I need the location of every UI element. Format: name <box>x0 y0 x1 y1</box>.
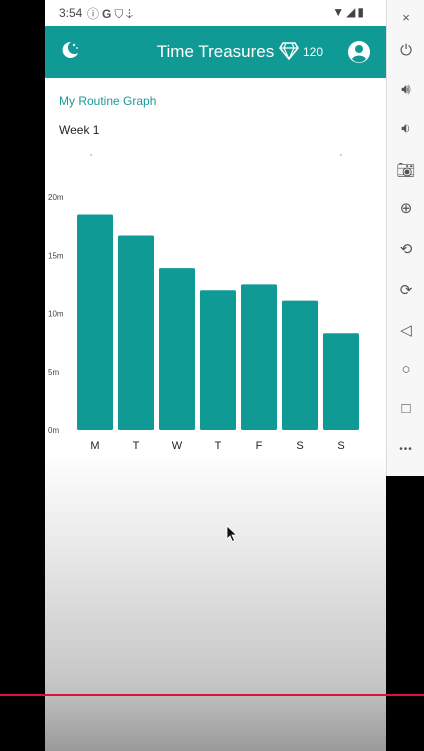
app-bar: Time Treasures 120 <box>45 26 386 78</box>
y-tick-label: 20m <box>48 193 64 202</box>
status-right-icons: ▼◢▮ <box>332 5 366 19</box>
diamond-icon[interactable] <box>279 42 299 65</box>
routine-bar-chart: 0m 5m 10m 15m 20m M T W T F S S <box>48 193 359 452</box>
zoom-icon[interactable]: ⊕ <box>399 200 413 217</box>
rotate-left-icon[interactable]: ⟲ <box>399 241 413 258</box>
back-icon[interactable]: ◁ <box>400 322 412 339</box>
y-tick-label: 0m <box>48 426 59 435</box>
battery-icon: ▮ <box>357 5 366 19</box>
status-bar: 3:54 ⓘG⛉⇣ ▼◢▮ <box>45 0 386 26</box>
y-tick-label: 10m <box>48 310 64 319</box>
home-icon[interactable]: ○ <box>401 361 411 378</box>
chart-nav-dot-right <box>340 154 342 156</box>
shield-icon: ⛉ <box>114 7 127 21</box>
rotate-right-icon[interactable]: ⟳ <box>399 282 413 299</box>
status-time: 3:54 <box>59 6 83 20</box>
bar-2[interactable] <box>159 268 195 430</box>
close-button[interactable]: × <box>402 10 410 25</box>
app-title: Time Treasures <box>156 42 275 61</box>
x-tick-label: M <box>90 440 99 452</box>
x-tick-label: F <box>256 440 263 452</box>
phone-screen: 3:54 ⓘG⛉⇣ ▼◢▮ Time Treasures 120 <box>45 0 386 751</box>
x-tick-label: T <box>133 440 140 452</box>
moon-icon[interactable] <box>60 40 80 65</box>
bar-0[interactable] <box>77 214 113 430</box>
bar-1[interactable] <box>118 235 154 430</box>
x-tick-label: S <box>337 440 344 452</box>
x-tick-label: T <box>215 440 222 452</box>
volume-up-icon[interactable]: 🔊︎ <box>401 81 411 98</box>
chart-nav-dot-left <box>90 154 92 156</box>
volume-down-icon[interactable]: 🔉︎ <box>401 120 411 137</box>
y-tick-label: 15m <box>48 251 64 260</box>
download-icon: ⇣ <box>126 7 137 21</box>
emulator-side-panel: × ⏻ 🔊︎ 🔉︎ 📷︎ ⊕ ⟲ ⟳ ◁ ○ □ ••• <box>386 0 424 476</box>
bar-5[interactable] <box>282 300 318 430</box>
status-left-icons: ⓘG⛉⇣ <box>87 5 136 22</box>
more-button[interactable]: ••• <box>399 444 413 455</box>
week-label: Week 1 <box>59 123 100 137</box>
red-marker-line <box>0 694 424 696</box>
gem-count: 120 <box>303 45 324 59</box>
account-icon[interactable] <box>347 40 371 69</box>
power-icon[interactable]: ⏻ <box>400 42 412 59</box>
signal-icon: ◢ <box>346 5 358 19</box>
info-icon: ⓘ <box>87 7 103 21</box>
overview-icon[interactable]: □ <box>401 400 411 417</box>
y-tick-label: 5m <box>48 368 59 377</box>
x-tick-label: W <box>172 440 183 452</box>
bar-3[interactable] <box>200 290 236 430</box>
wifi-icon: ▼ <box>332 5 347 19</box>
graph-title: My Routine Graph <box>59 94 157 108</box>
bar-6[interactable] <box>323 333 359 430</box>
x-tick-label: S <box>296 440 303 452</box>
mouse-cursor-icon <box>226 525 238 548</box>
bar-4[interactable] <box>241 284 277 430</box>
camera-icon[interactable]: 📷︎ <box>396 162 416 179</box>
google-icon: G <box>102 7 115 21</box>
